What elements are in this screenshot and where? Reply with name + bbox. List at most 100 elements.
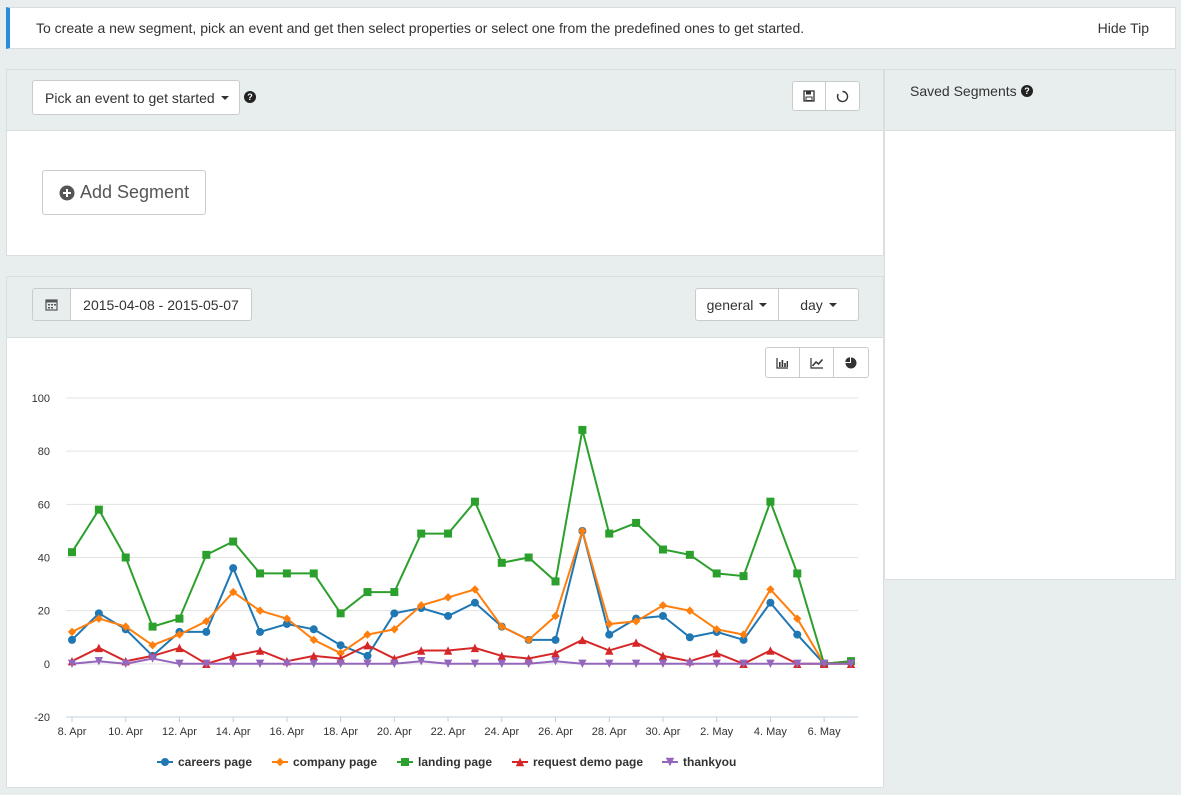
data-point-demo [551, 649, 560, 658]
data-point-thankyou [417, 656, 426, 666]
data-point-thankyou [363, 659, 372, 669]
data-point-careers [94, 609, 103, 618]
data-point-landing [793, 569, 802, 578]
data-point-thankyou [94, 656, 104, 666]
data-point-demo [497, 651, 506, 661]
data-point-company [309, 635, 318, 645]
date-range-value[interactable]: 2015-04-08 - 2015-05-07 [83, 296, 239, 313]
data-point-landing [336, 609, 345, 618]
series-line-landing [71, 429, 852, 665]
x-tick-label: 24. Apr [484, 726, 519, 738]
data-point-landing [766, 497, 775, 506]
interval-label: day [800, 296, 823, 313]
data-point-landing [551, 577, 560, 586]
data-point-demo [417, 646, 426, 655]
data-point-thankyou [846, 659, 856, 669]
chevron-down-icon [220, 95, 229, 100]
hide-tip-link[interactable]: Hide Tip [1097, 20, 1149, 36]
data-point-thankyou [551, 656, 560, 666]
data-point-demo [175, 643, 184, 653]
help-icon[interactable]: ? [244, 91, 256, 103]
data-point-thankyou [497, 659, 506, 669]
data-point-landing [175, 614, 184, 623]
data-point-careers [256, 627, 265, 636]
series-line-thankyou [71, 657, 851, 665]
line-chart: 100 80 60 40 20 0 -20 8. Apr 10. Apr 12. Apr 14. A… [32, 393, 858, 769]
segment-builder-header: Pick an event to get started ? [7, 70, 883, 131]
help-icon[interactable]: ? [1021, 85, 1033, 97]
calendar-button[interactable] [33, 289, 71, 320]
data-point-landing [256, 569, 265, 578]
bar-chart-icon [776, 357, 788, 369]
data-point-careers [390, 609, 399, 618]
x-tick-label: 18. Apr [323, 726, 358, 738]
data-point-careers [551, 635, 560, 644]
line-chart-icon [809, 357, 823, 369]
tip-banner: To create a new segment, pick an event a… [6, 7, 1176, 49]
saved-segments-header: Saved Segments ? [885, 70, 1175, 131]
data-point-careers [68, 635, 76, 644]
data-point-landing [229, 537, 238, 546]
data-point-company [631, 617, 641, 626]
pie-chart-icon [845, 356, 857, 368]
data-point-demo [658, 651, 668, 661]
x-tick-label: 16. Apr [269, 726, 304, 738]
data-point-careers [685, 633, 694, 642]
data-point-company [175, 630, 184, 639]
line-chart-button[interactable] [800, 348, 834, 377]
data-point-demo [309, 651, 318, 661]
event-picker-dropdown[interactable]: Pick an event to get started [32, 80, 240, 115]
metric-dropdown[interactable]: general [696, 289, 779, 320]
data-point-careers [605, 630, 614, 639]
data-point-thankyou [443, 659, 453, 669]
data-point-demo [363, 641, 372, 650]
data-point-demo [443, 646, 453, 655]
data-point-thankyou [605, 659, 614, 669]
reset-segment-button[interactable] [826, 82, 859, 110]
data-point-demo [228, 651, 238, 661]
chevron-down-icon [828, 302, 837, 307]
metric-label: general [706, 296, 754, 313]
data-point-landing [282, 569, 291, 578]
data-point-careers [793, 630, 802, 639]
date-range-picker[interactable]: 2015-04-08 - 2015-05-07 [32, 288, 252, 321]
data-point-company [363, 630, 372, 639]
tip-text: To create a new segment, pick an event a… [36, 20, 805, 36]
add-segment-label: Add Segment [80, 182, 190, 202]
add-segment-button[interactable]: Add Segment [42, 170, 206, 215]
bar-chart-button[interactable] [766, 348, 800, 377]
data-point-landing [739, 572, 748, 581]
data-point-demo [712, 649, 721, 658]
segment-actions-group [792, 81, 860, 111]
y-tick-label: 100 [32, 393, 50, 405]
legend-label-careers: careers page [178, 755, 252, 769]
refresh-icon [836, 90, 849, 102]
legend-marker-landing [401, 758, 409, 766]
data-point-careers [309, 625, 318, 634]
chart-panel: 2015-04-08 - 2015-05-07 general day [6, 276, 884, 788]
save-segment-button[interactable] [793, 82, 826, 110]
data-point-thankyou [121, 659, 130, 669]
data-point-company [148, 641, 157, 650]
x-tick-label: 26. Apr [538, 726, 573, 738]
data-point-landing [470, 497, 479, 506]
data-point-careers [336, 641, 345, 650]
data-point-landing [578, 425, 587, 434]
series-line-careers [71, 530, 852, 665]
legend-marker-thankyou [665, 757, 675, 767]
data-point-thankyou [766, 659, 775, 669]
data-point-thankyou [390, 659, 399, 669]
data-point-landing [68, 548, 76, 557]
pie-chart-button[interactable] [834, 348, 868, 377]
data-point-thankyou [739, 659, 748, 669]
data-point-company [658, 601, 668, 610]
data-point-careers [363, 651, 372, 660]
data-point-demo [255, 646, 265, 655]
saved-segments-title: Saved Segments [910, 83, 1017, 99]
data-point-thankyou [685, 659, 695, 669]
y-tick-label: 20 [38, 606, 50, 618]
data-point-thankyou [470, 659, 480, 669]
data-point-careers [282, 619, 291, 628]
interval-dropdown[interactable]: day [779, 289, 858, 320]
data-point-company [739, 630, 748, 639]
